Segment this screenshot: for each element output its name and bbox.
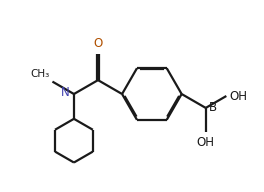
Text: N: N bbox=[61, 85, 70, 98]
Text: OH: OH bbox=[229, 89, 247, 103]
Text: OH: OH bbox=[197, 136, 215, 149]
Text: B: B bbox=[209, 101, 217, 114]
Text: O: O bbox=[93, 37, 103, 50]
Text: CH₃: CH₃ bbox=[30, 69, 49, 79]
